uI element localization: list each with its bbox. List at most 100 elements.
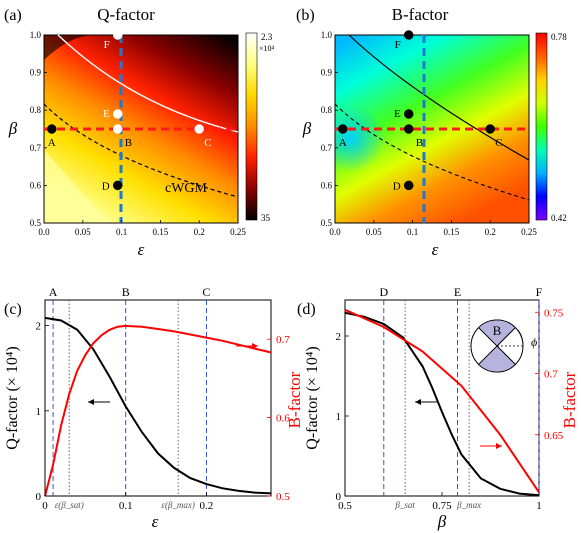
panel-d-y-tick-label: 1 [336, 411, 342, 423]
panel-b-point-label-C: C [495, 137, 502, 149]
panel-b-points: A B C D E F [338, 30, 503, 192]
panel-d-y2-label: B-factor [560, 371, 579, 428]
panel-d-x-tick-label: 0.75 [432, 500, 452, 512]
panel-d-x-tick-label: 0.5 [338, 500, 352, 512]
panel-a-bright-region [44, 150, 110, 223]
panel-a-y-tick-label: 0.9 [30, 68, 42, 78]
panel-b-point-label-D: D [393, 180, 401, 192]
panel-d-series-left [344, 311, 540, 497]
panel-a-points: A B C D E F [47, 30, 212, 192]
panel-c-y2-tick-label: 0.7 [276, 334, 290, 346]
panel-c-x-tick-label: 0.2 [200, 500, 214, 512]
panel-a-y-tick-label: 0.8 [30, 105, 42, 115]
inset-sector-top [478, 319, 516, 347]
panel-a-x-tick-label: 0.15 [153, 227, 169, 237]
panel-a-y-tick-label: 0.5 [30, 218, 42, 228]
panel-b-y-tick-label: 0.9 [321, 68, 333, 78]
panel-a-point-label-C: C [204, 137, 211, 149]
panel-d-y-label: Q-factor (× 10⁴) [304, 346, 321, 449]
panel-a-y-tick-label: 0.6 [30, 180, 42, 190]
panel-c-series-right [44, 324, 272, 497]
panel-d-ref-label: β_max [456, 500, 481, 510]
panel-a-point-D [112, 180, 123, 191]
panel-d-y2-tick-label: 0.75 [544, 307, 564, 319]
panel-b-point-label-F: F [395, 39, 401, 51]
panel-d-inset: B ϕ [470, 319, 537, 373]
panel-a-contour-solid [57, 34, 239, 133]
panel-b-y-tick-label: 0.8 [321, 105, 333, 115]
panel-a-colorbar-min: 35 [261, 213, 271, 223]
panel-d-left-arrow-head [415, 399, 421, 405]
panel-d-series [344, 308, 540, 497]
panel-d: (d) D E Fβ_sat β_max 0.5 0.75 1 0 1 2 0.65 0.7 0.75… [297, 285, 579, 531]
panel-a-y-ticks: 0.5 0.6 0.7 0.8 0.9 1.0 [30, 30, 47, 228]
panel-b-colorbar-min: 0.42 [551, 213, 567, 223]
panel-b-y-tick-label: 1.0 [321, 30, 333, 40]
panel-a-point-E [112, 109, 123, 119]
panel-d-x-tick-label: 1 [536, 500, 542, 512]
panel-a-point-label-E: E [103, 108, 110, 120]
panel-b-point-A [338, 124, 348, 134]
panel-a-colorbar-max: 2.3 [261, 32, 273, 42]
panel-a-x-ticks: 0.0 0.05 0.1 0.15 0.2 0.25 [38, 220, 246, 237]
panel-b-y-label: β [302, 119, 312, 138]
panel-d-top-label-D: D [379, 285, 388, 299]
panel-b-contour-solid [348, 34, 530, 161]
panel-c-y-tick-label: 2 [36, 321, 42, 333]
panel-c-y2-tick-label: 0.6 [276, 413, 290, 425]
panel-b-y-ticks: 0.5 0.6 0.7 0.8 0.9 1.0 [321, 30, 338, 228]
panel-b-x-tick-label: 0.25 [521, 227, 537, 237]
panel-a-point-C [194, 124, 204, 134]
panel-c-top-label-C: C [202, 285, 210, 299]
panel-a-point-label-D: D [102, 180, 110, 192]
panel-a-y-tick-label: 0.7 [30, 143, 42, 153]
panel-a-y-tick-label: 1.0 [30, 30, 42, 40]
panel-a-tag: (a) [4, 7, 22, 24]
panel-a-x-tick-label: 0.1 [116, 227, 127, 237]
panel-c-right-arrow-head [252, 343, 258, 349]
panel-a-colorbar [245, 32, 258, 221]
panel-a-point-label-F: F [104, 39, 110, 51]
panel-c-frame [44, 299, 272, 497]
panel-d-tag: (d) [297, 301, 316, 318]
panel-b-point-B [403, 124, 414, 134]
panel-b-title: B-factor [392, 5, 449, 24]
panel-a-dark-corner [44, 35, 95, 60]
panel-c-x-tick-label: 0.1 [119, 500, 133, 512]
panel-a-region-label: cWGM [165, 181, 208, 196]
panel-c-tag: (c) [4, 301, 22, 318]
panel-b-y-tick-label: 0.7 [321, 143, 333, 153]
panel-b-colorbar [535, 32, 548, 221]
panel-b-point-label-B: B [416, 137, 423, 149]
panel-a-x-tick-label: 0.25 [230, 227, 246, 237]
panel-d-x-label: β [437, 512, 447, 531]
inset-angle-label: ϕ [531, 335, 537, 349]
panel-d-y-tick-label: 2 [336, 331, 342, 343]
panel-c-ref-label: ε(β_sat) [55, 500, 84, 510]
panel-c-reference-lines: A B Cε(β_sat) ε(β_max) [49, 285, 211, 510]
panel-c-y2-label: B-factor [285, 371, 304, 428]
panel-d-top-label-F: F [536, 285, 543, 299]
panel-b-x-tick-label: 0.15 [444, 227, 460, 237]
panel-d-ticks: 0.5 0.75 1 0 1 2 0.65 0.7 0.75 [336, 307, 564, 512]
panel-c-y-label: Q-factor (× 10⁴) [4, 346, 21, 449]
panel-b-x-tick-label: 0.2 [485, 227, 496, 237]
panel-c-x-label: ε [152, 512, 159, 531]
panel-a-colorbar-exp: ×10⁴ [259, 44, 275, 53]
panel-b-point-label-A: A [339, 137, 347, 149]
panel-b-point-D [403, 180, 414, 191]
panel-c: (c) A B Cε(β_sat) ε(β_max) 0 0.1 0.2 0 1 2 0.5 0.6… [4, 285, 304, 531]
panel-b-colorbar-max: 0.78 [551, 32, 567, 42]
inset-label: B [493, 323, 502, 338]
panel-d-ref-label: β_sat [394, 500, 415, 510]
panel-a-y-label: β [8, 119, 18, 138]
panel-c-y-tick-label: 1 [36, 406, 42, 418]
panel-d-y-tick-label: 0 [336, 491, 342, 503]
panel-c-y-tick-label: 0 [36, 491, 42, 503]
panel-b-point-C [485, 124, 495, 134]
panel-d-y2-tick-label: 0.7 [544, 369, 558, 381]
panel-d-y2-tick-label: 0.65 [544, 430, 564, 442]
panel-b-tag: (b) [296, 7, 315, 24]
